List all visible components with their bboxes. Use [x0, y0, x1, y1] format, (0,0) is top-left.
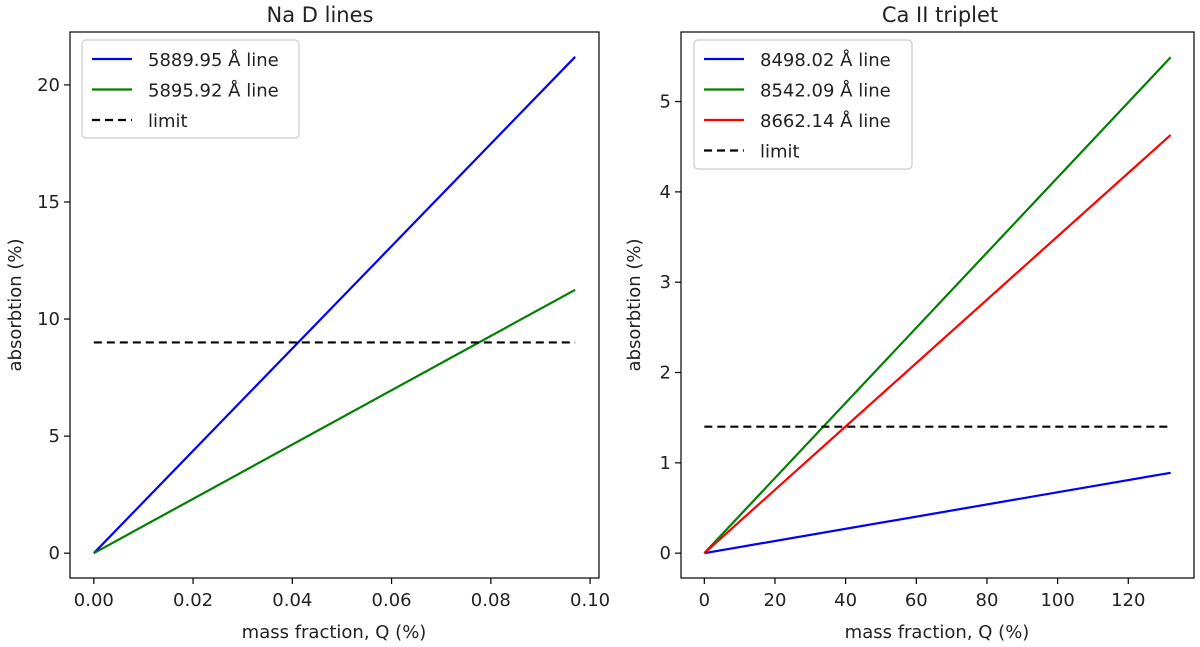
y-axis-label: absorbtion (%)	[624, 238, 645, 371]
legend-frame	[693, 39, 913, 170]
y-axis-ticks: 0 1 2 3 4 5	[660, 92, 681, 564]
y-tick-label: 10	[37, 309, 60, 330]
legend-label: 5889.95 Å line	[148, 49, 279, 71]
series-layer	[703, 56, 1172, 555]
x-axis-label: mass fraction, Q (%)	[845, 622, 1030, 643]
legend-label: 5895.92 Å line	[148, 80, 279, 102]
y-tick-label: 0	[660, 543, 671, 564]
x-tick-label: 40	[834, 590, 857, 611]
y-tick-label: 1	[660, 453, 671, 474]
legend-label: limit	[148, 111, 188, 132]
legend-label: limit	[760, 142, 800, 163]
legend: 5889.95 Å line 5895.92 Å line limit	[81, 39, 300, 139]
x-axis-label: mass fraction, Q (%)	[242, 622, 427, 643]
x-tick-label: 0.02	[173, 590, 213, 611]
y-tick-label: 15	[37, 192, 60, 213]
legend: 8498.02 Å line 8542.09 Å line 8662.14 Å li…	[693, 39, 913, 170]
y-tick-label: 20	[37, 75, 60, 96]
plot-area-frame	[69, 31, 600, 579]
y-tick-label: 3	[660, 272, 671, 293]
x-tick-label: 0.04	[272, 590, 312, 611]
series-line-8542-09-line	[703, 56, 1172, 554]
y-tick-label: 5	[49, 426, 60, 447]
x-tick-label: 0	[699, 590, 710, 611]
series-line-5889-95-line	[93, 56, 576, 554]
y-tick-label: 0	[49, 543, 60, 564]
chart-title: Ca II triplet	[882, 3, 998, 27]
legend-frame	[81, 39, 300, 139]
y-axis-ticks: 0 5 10 15 20	[37, 75, 70, 564]
x-tick-label: 120	[1111, 590, 1145, 611]
y-tick-label: 4	[660, 182, 671, 203]
x-axis-ticks: 0.00 0.02 0.04 0.06 0.08 0.10	[74, 578, 610, 611]
chart-title: Na D lines	[267, 3, 374, 27]
series-line-8498-02-line	[704, 471, 1171, 555]
x-tick-label: 100	[1040, 590, 1074, 611]
x-tick-label: 0.08	[471, 590, 511, 611]
y-axis-label: absorbtion (%)	[5, 238, 26, 371]
series-line-5895-92-line	[93, 288, 576, 555]
legend-label: 8662.14 Å line	[760, 110, 891, 132]
plot-area-frame	[680, 31, 1195, 579]
series-layer	[93, 56, 576, 555]
legend-label: 8498.02 Å line	[760, 49, 891, 71]
x-tick-label: 0.06	[372, 590, 412, 611]
x-tick-label: 0.00	[74, 590, 114, 611]
x-axis-ticks: 0 20 40 60 80 100 120	[699, 578, 1145, 611]
x-tick-label: 60	[905, 590, 928, 611]
x-tick-label: 0.10	[570, 590, 610, 611]
legend-label: 8542.09 Å line	[760, 80, 891, 102]
series-line-8662-14-line	[703, 134, 1172, 554]
y-tick-label: 2	[660, 363, 671, 384]
x-tick-label: 80	[976, 590, 999, 611]
x-tick-label: 20	[764, 590, 787, 611]
y-tick-label: 5	[660, 92, 671, 113]
chart-na-d-lines: Na D lines 0.00 0.02 0.04 0.06 0.08 0.10 0 5 10…	[5, 3, 610, 643]
chart-ca-ii-triplet: Ca II triplet 0 20 40 60 80 100 120 0 1 2 3 4 5 mas…	[624, 3, 1195, 643]
